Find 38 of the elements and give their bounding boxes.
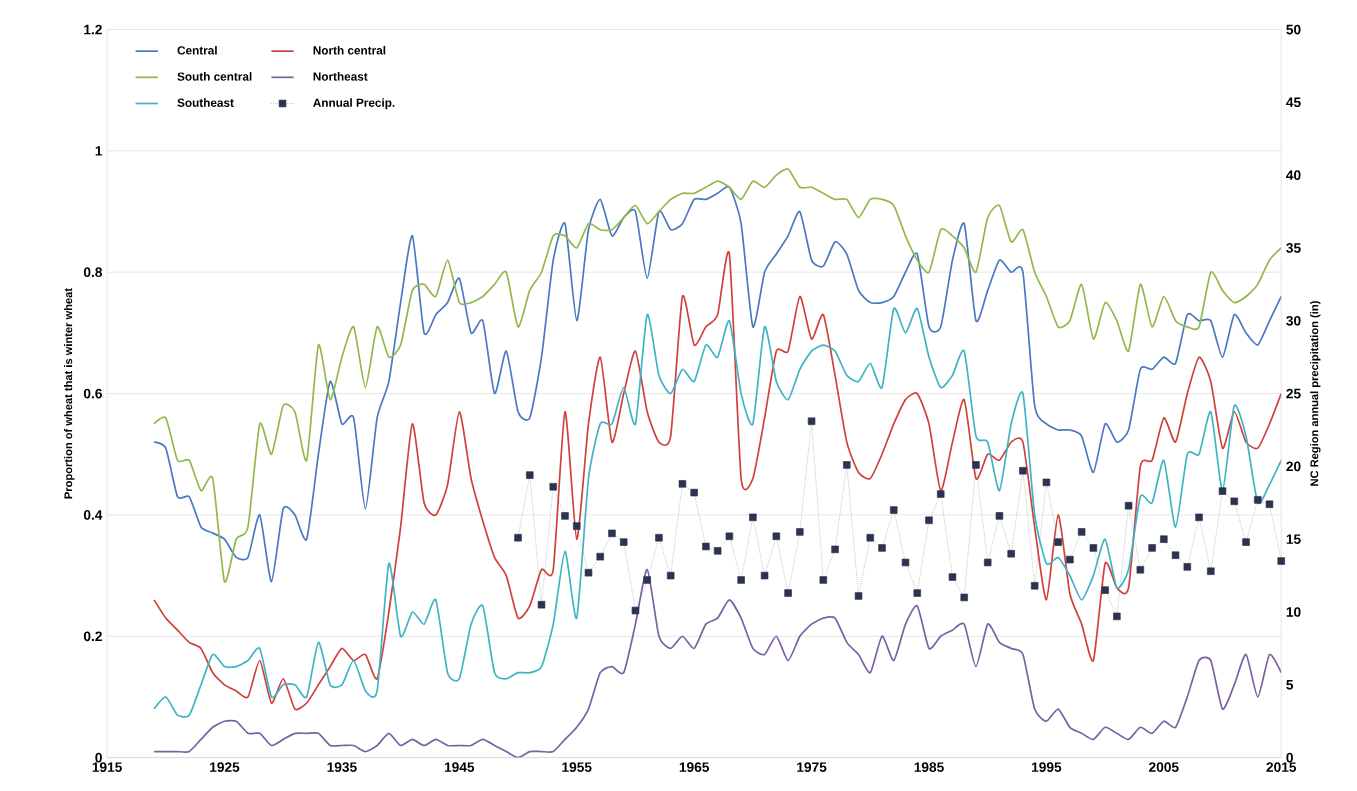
legend-label: Annual Precip. xyxy=(313,98,395,110)
x-tick-label: 1955 xyxy=(562,762,592,772)
x-tick-label: 1925 xyxy=(210,762,240,772)
y-tick-label: 0.4 xyxy=(83,510,103,520)
y2-tick-label: 50 xyxy=(1286,24,1301,35)
y2-tick-label: 5 xyxy=(1286,680,1294,690)
legend-label: North central xyxy=(313,45,386,55)
y-tick-label: 1.2 xyxy=(84,24,102,35)
y-tick-label: 0.2 xyxy=(83,631,102,642)
y2-tick-label: 15 xyxy=(1286,534,1301,544)
y2-tick-label: 20 xyxy=(1286,461,1301,472)
x-tick-label: 1985 xyxy=(914,762,944,772)
y2-tick-label: 25 xyxy=(1286,388,1301,399)
x-tick-label: 1975 xyxy=(797,762,827,772)
line-series xyxy=(153,568,1282,758)
y2-tick-label: 45 xyxy=(1286,97,1301,108)
legend-label: Central xyxy=(177,45,217,55)
y-tick-label: 0.8 xyxy=(83,267,103,278)
y-tick-label: 0 xyxy=(95,752,102,763)
y2-tick-label: 30 xyxy=(1286,315,1301,326)
y2-tick-label: 35 xyxy=(1286,243,1301,253)
y-tick-label: 1 xyxy=(95,146,103,156)
x-tick-label: 1995 xyxy=(1032,762,1062,772)
x-tick-label: 2005 xyxy=(1149,762,1179,772)
x-tick-label: 1935 xyxy=(327,762,357,772)
y2-tick-label: 0 xyxy=(1286,752,1293,763)
x-tick-label: 1945 xyxy=(444,762,475,772)
legend-label: Northeast xyxy=(313,72,368,81)
x-tick-label: 1915 xyxy=(92,762,122,772)
y-axis-title: Proportion of wheat that is winter wheat xyxy=(64,288,75,499)
legend-label: Southeast xyxy=(177,98,234,107)
y2-tick-label: 40 xyxy=(1286,170,1301,180)
y-tick-label: 0.6 xyxy=(83,388,102,399)
x-tick-label: 1965 xyxy=(679,762,710,772)
y2-axis-title: NC Region annual precipitation (in) xyxy=(1310,301,1321,486)
y2-tick-label: 10 xyxy=(1286,607,1301,617)
legend-label: South central xyxy=(177,72,252,81)
x-tick-label: 2015 xyxy=(1266,762,1297,772)
